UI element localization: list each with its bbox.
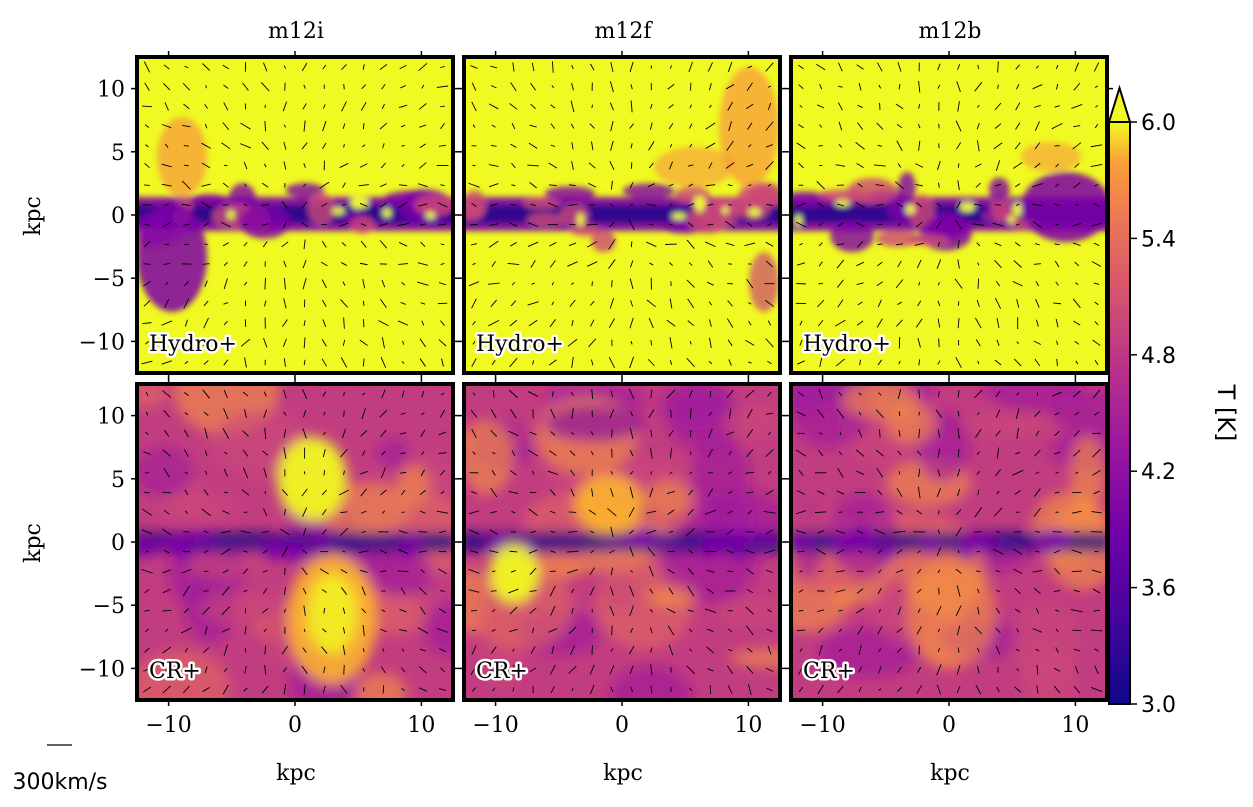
panel-m12b-hydro: Hydro+ bbox=[785, 51, 1113, 379]
heatmap-image bbox=[464, 384, 780, 700]
quiver-key-label: 300km/s bbox=[12, 770, 107, 795]
x-tick-label: 10 bbox=[1061, 713, 1089, 738]
panel-m12f-hydro: Hydro+ bbox=[458, 51, 786, 379]
panel-m12f-cr: CR+ −10 0 10 bbox=[458, 378, 786, 738]
heatmap-image bbox=[464, 57, 780, 373]
heatmap-image bbox=[137, 57, 453, 373]
colorbar: 6.0 5.4 4.8 4.2 3.6 3.0 T [K] bbox=[1107, 84, 1240, 718]
velocity-arrows bbox=[141, 388, 449, 695]
panel-grid: Hydro+ 10 5 0 −5 −10 Hydro+ Hydro+ CR+ −10 0 10 10 5 0… bbox=[79, 51, 1113, 738]
colorbar-tick-label: 3.6 bbox=[1141, 577, 1176, 602]
column-title-m12f: m12f bbox=[595, 19, 654, 44]
model-label: Hydro+ bbox=[476, 332, 564, 357]
panel-m12i-hydro: Hydro+ 10 5 0 −5 −10 bbox=[79, 51, 459, 379]
model-label: CR+ bbox=[803, 659, 855, 684]
x-tick-label: 0 bbox=[942, 713, 956, 738]
colorbar-tick-label: 6.0 bbox=[1141, 111, 1176, 136]
colorbar-tick-label: 4.2 bbox=[1141, 460, 1176, 485]
column-title-m12b: m12b bbox=[919, 19, 982, 44]
model-label: CR+ bbox=[476, 659, 528, 684]
velocity-arrows bbox=[141, 61, 449, 369]
x-axis-label-col1: kpc bbox=[276, 761, 316, 786]
colorbar-extend-arrow bbox=[1107, 84, 1132, 123]
y-tick-label: 10 bbox=[97, 78, 125, 103]
x-tick-label: −10 bbox=[799, 713, 845, 738]
y-axis-label-top: kpc bbox=[21, 196, 46, 236]
x-tick-label: 0 bbox=[288, 713, 302, 738]
panel-m12b-cr: CR+ −10 0 10 bbox=[785, 378, 1113, 738]
y-tick-label: 5 bbox=[111, 141, 125, 166]
velocity-arrows bbox=[468, 388, 776, 695]
x-tick-label: 0 bbox=[615, 713, 629, 738]
y-tick-label: −5 bbox=[93, 267, 125, 292]
y-tick-label: 0 bbox=[111, 204, 125, 229]
colorbar-tick-label: 3.0 bbox=[1141, 693, 1176, 718]
colorbar-tick-label: 4.8 bbox=[1141, 344, 1176, 369]
velocity-arrows bbox=[795, 388, 1103, 695]
y-tick-label: 5 bbox=[111, 468, 125, 493]
y-tick-label: −10 bbox=[79, 657, 125, 682]
colorbar-fill bbox=[1108, 121, 1131, 705]
x-tick-label: −10 bbox=[145, 713, 191, 738]
colorbar-tick-label: 5.4 bbox=[1141, 227, 1176, 252]
y-tick-label: 10 bbox=[97, 405, 125, 430]
x-tick-label: −10 bbox=[472, 713, 518, 738]
colorbar-label: T [K] bbox=[1212, 384, 1240, 442]
y-tick-label: −5 bbox=[93, 594, 125, 619]
heatmap-image bbox=[791, 384, 1107, 700]
y-axis-label-bottom: kpc bbox=[21, 523, 46, 563]
model-label: Hydro+ bbox=[803, 332, 891, 357]
model-label: Hydro+ bbox=[149, 332, 237, 357]
x-axis-label-col2: kpc bbox=[603, 761, 643, 786]
y-tick-label: −10 bbox=[79, 330, 125, 355]
x-tick-label: 10 bbox=[734, 713, 762, 738]
y-tick-label: 0 bbox=[111, 531, 125, 556]
heatmap-image bbox=[791, 57, 1107, 373]
velocity-arrows bbox=[795, 61, 1103, 368]
column-title-m12i: m12i bbox=[268, 19, 324, 44]
model-label: CR+ bbox=[149, 659, 201, 684]
x-tick-label: 10 bbox=[407, 713, 435, 738]
velocity-arrows bbox=[468, 61, 775, 369]
panel-m12i-cr: CR+ −10 0 10 10 5 0 −5 −10 bbox=[79, 378, 459, 738]
heatmap-image bbox=[137, 384, 453, 700]
quiver-key: 300km/s bbox=[12, 744, 108, 795]
x-axis-label-col3: kpc bbox=[930, 761, 970, 786]
